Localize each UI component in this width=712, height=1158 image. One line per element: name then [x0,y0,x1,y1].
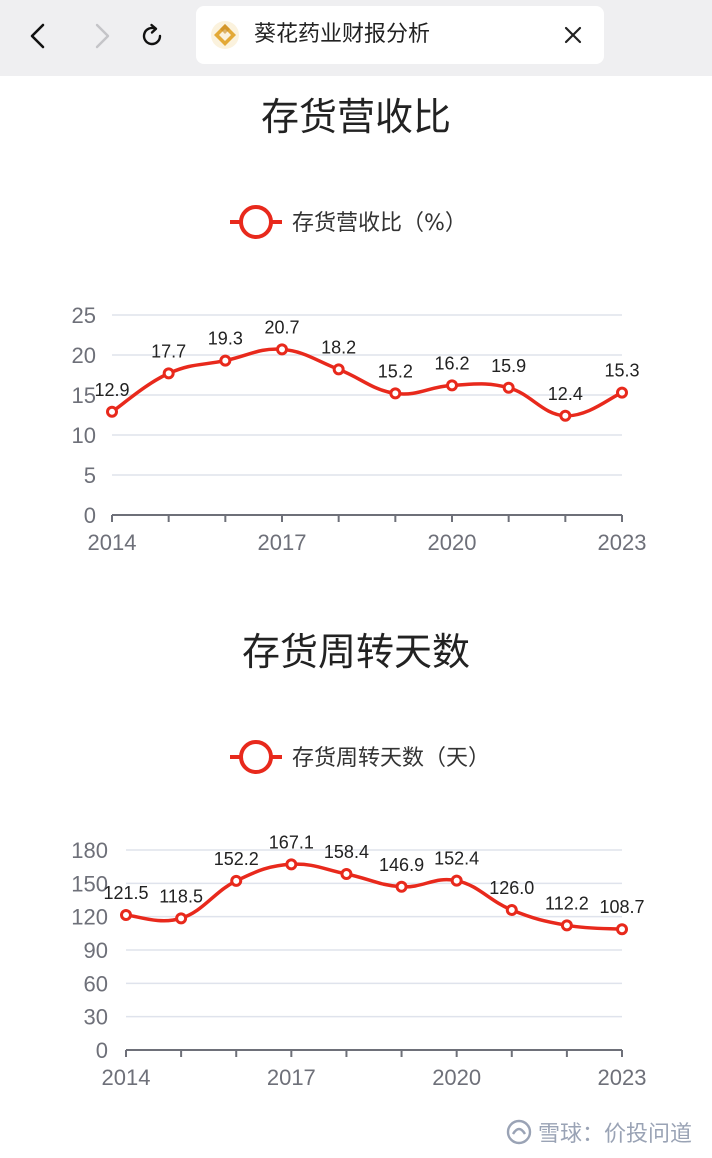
data-label: 18.2 [321,337,356,357]
y-tick-label: 120 [71,905,108,930]
chevron-right-icon [95,23,110,49]
data-point [616,386,628,399]
y-tick-label: 60 [84,971,108,996]
x-tick-label: 2017 [258,530,307,555]
data-point [559,409,572,422]
y-tick-label: 180 [71,838,108,863]
data-point [446,379,458,392]
data-point [106,405,118,418]
inventory-revenue-ratio-chart: 存货营收比存货营收比（%） 0 5 10 15 20 25 2014 2017 2020 2023 1… [0,80,712,590]
y-tick-label: 5 [84,463,96,488]
data-label: 126.0 [489,878,534,898]
data-point [332,363,345,376]
back-button[interactable] [16,14,60,58]
data-label: 19.3 [208,329,243,349]
x-tick-label: 2023 [598,530,647,555]
data-label: 152.4 [434,849,479,869]
series-line [110,347,624,418]
data-label: 12.4 [548,384,583,404]
y-tick-label: 0 [84,503,96,528]
y-tick-label: 20 [72,343,96,368]
data-label: 112.2 [545,893,589,913]
data-label: 121.5 [103,883,148,903]
data-point [162,367,175,380]
data-point [120,909,132,921]
legend-label: 存货营收比（%） [292,211,467,236]
data-point [502,381,515,394]
y-tick-label: 0 [96,1038,108,1063]
data-point [389,387,402,400]
data-label: 152.2 [214,849,259,869]
watermark-text: 雪球：价投问道 [537,1122,692,1147]
data-label: 15.9 [491,356,526,376]
data-point [276,343,288,356]
data-point [230,874,243,887]
x-tick-label: 2020 [432,1065,481,1090]
data-label: 15.2 [378,361,413,381]
data-point [219,354,232,367]
data-label: 12.9 [94,380,129,400]
data-label: 158.4 [324,842,369,862]
reload-icon [142,23,162,46]
close-icon [564,26,582,44]
data-point [175,912,188,925]
data-point [616,923,628,936]
x-tick-label: 2017 [267,1065,316,1090]
x-tick-label: 2014 [102,1065,151,1090]
data-label: 20.7 [264,317,299,337]
tab-title: 葵花药业财报分析 [254,22,431,47]
data-point [395,880,408,893]
series-line [124,862,624,931]
data-label: 167.1 [269,832,314,852]
data-label: 108.7 [599,897,644,917]
data-label: 146.9 [379,855,424,875]
snowball-logo-icon [506,1119,532,1145]
data-point [505,904,518,916]
data-point [340,868,353,880]
forward-button[interactable] [80,14,124,58]
chevron-left-icon [30,23,45,49]
browser-toolbar: 葵花药业财报分析 [0,0,712,76]
y-tick-label: 15 [72,383,96,408]
legend-label: 存货周转天数（天） [292,746,490,771]
watermark: 雪球：价投问道 [506,1114,692,1150]
data-label: 17.7 [151,341,186,361]
data-label: 16.2 [434,353,469,373]
x-tick-label: 2023 [598,1065,647,1090]
browser-tab[interactable]: 葵花药业财报分析 [196,6,604,64]
data-point [560,919,573,932]
x-tick-label: 2020 [428,530,477,555]
y-tick-label: 30 [84,1005,108,1030]
chart-title: 存货周转天数 [242,630,470,674]
x-tick-label: 2014 [88,530,137,555]
legend-marker [239,740,273,774]
y-tick-label: 90 [84,938,108,963]
y-tick-label: 10 [72,423,96,448]
tab-close-button[interactable] [558,20,588,50]
inventory-turnover-days-chart: 存货周转天数存货周转天数（天） 0 30 60 90 120 150 180 2014 2017 2… [0,615,712,1105]
chart-title: 存货营收比 [261,95,451,139]
data-label: 15.3 [604,361,639,381]
sunflower-logo-icon [211,21,239,49]
y-tick-label: 25 [72,303,96,328]
y-tick-label: 150 [71,871,108,896]
legend-marker [239,205,273,239]
reload-button[interactable] [130,14,174,58]
data-point [285,858,298,871]
data-point [450,874,463,887]
data-label: 118.5 [159,886,203,906]
